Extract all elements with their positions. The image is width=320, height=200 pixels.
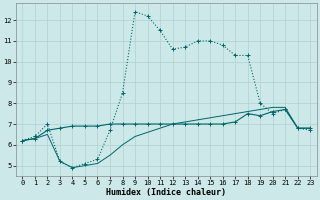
X-axis label: Humidex (Indice chaleur): Humidex (Indice chaleur) [106,188,226,197]
